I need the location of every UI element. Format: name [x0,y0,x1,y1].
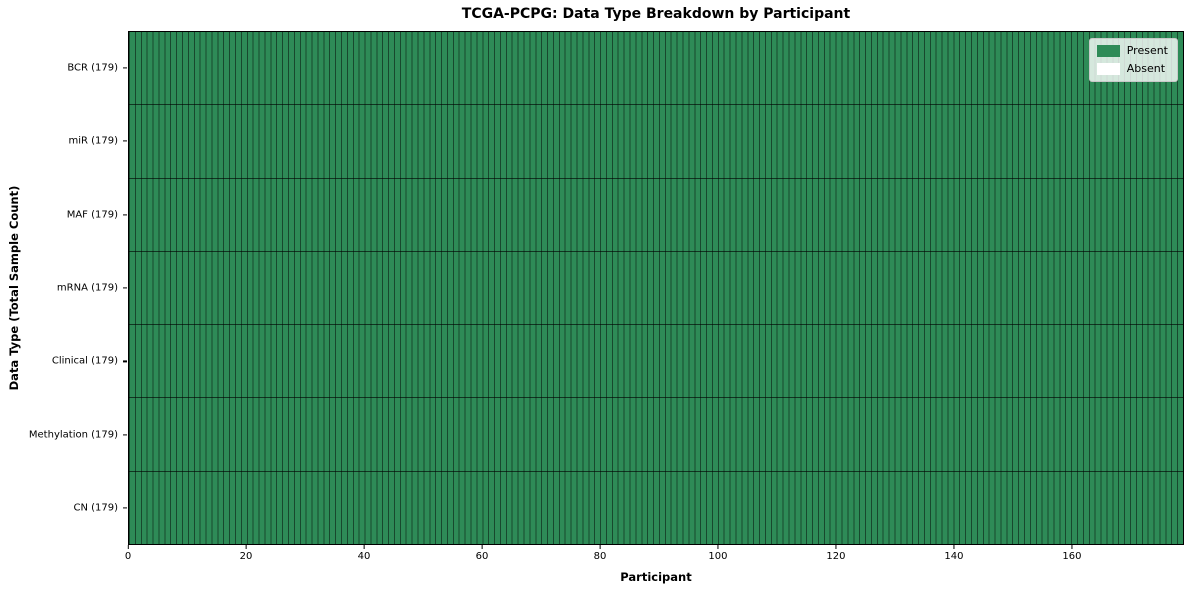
y-tick-label: BCR (179) [67,62,118,74]
x-tick-mark [127,545,129,549]
x-tick-label: 40 [357,551,371,562]
y-tick-label: Methylation (179) [28,429,118,441]
legend-item-present: Present [1096,44,1168,57]
chart-title: TCGA-PCPG: Data Type Breakdown by Partic… [461,6,851,22]
x-axis-ticks: 0 20 40 60 80 100 120 140 160 [125,545,1184,563]
y-tick-mark [123,287,127,289]
y-tick-label: mRNA (179) [56,282,118,294]
y-tick-mark [123,140,127,142]
x-tick: 120 [826,545,845,562]
x-tick: 60 [475,545,489,562]
x-tick: 160 [1062,545,1081,562]
x-tick-mark [599,545,601,549]
heatmap-row-cn [129,470,1183,544]
plot-area: Present Absent [128,31,1184,545]
y-axis-ticks: BCR (179) miR (179) MAF (179) mRNA (179) Cli… [0,31,128,545]
x-tick-mark [1071,545,1073,549]
x-tick-mark [717,545,719,549]
heatmap-row-maf [129,177,1183,251]
y-tick-mark [123,213,127,216]
y-tick-label: MAF (179) [66,209,118,221]
legend: Present Absent [1088,38,1178,82]
legend-label: Absent [1126,62,1166,75]
x-tick-label: 140 [944,551,964,562]
x-tick: 0 [125,545,131,562]
legend-item-absent: Absent [1096,62,1168,75]
heatmap-rows [129,32,1183,544]
heatmap-row-clinical [129,324,1183,397]
x-tick: 100 [708,545,727,562]
x-tick-mark [835,545,837,549]
y-tick-mark [123,434,127,436]
x-tick: 80 [593,545,607,562]
legend-label: Present [1126,44,1168,57]
heatmap-row-mrna [129,250,1183,324]
x-tick: 140 [944,545,963,562]
x-tick-mark [481,545,483,549]
x-tick-label: 0 [124,551,132,562]
y-tick-label: miR (179) [68,135,118,147]
x-tick-label: 120 [826,551,846,562]
x-tick: 40 [357,545,371,562]
y-tick-mark [123,507,127,509]
heatmap-row-methylation [129,397,1183,470]
x-tick-mark [363,545,365,549]
x-tick-mark [953,545,955,549]
x-tick-label: 100 [708,551,728,562]
y-tick-label: CN (179) [73,502,118,514]
heatmap-row-bcr [129,32,1183,104]
y-tick-label: Clinical (179) [51,355,118,367]
x-tick-label: 20 [239,551,253,562]
x-tick-label: 80 [593,551,607,562]
y-tick-mark [123,360,127,363]
legend-swatch-present [1096,45,1120,57]
x-tick-mark [245,545,247,549]
x-tick-label: 160 [1062,551,1082,562]
x-axis-label: Participant [620,570,692,584]
x-tick: 20 [239,545,253,562]
y-tick-mark [123,67,127,69]
x-tick-label: 60 [475,551,489,562]
heatmap-row-mir [129,104,1183,177]
legend-swatch-absent [1096,63,1120,75]
